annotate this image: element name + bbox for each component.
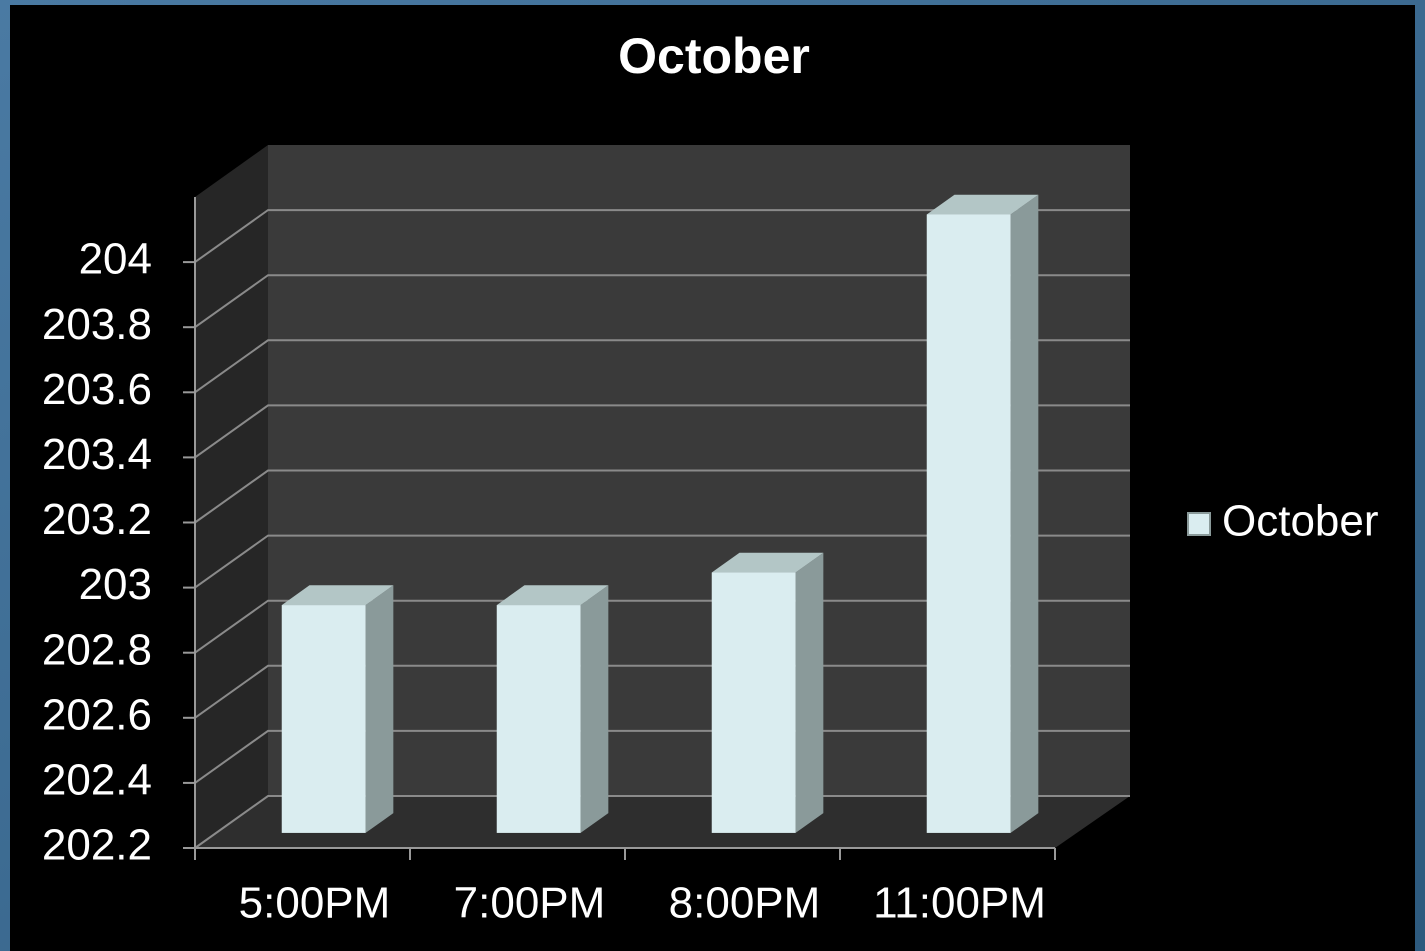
y-tick-label: 202.2	[42, 821, 152, 870]
grid-line	[194, 664, 1130, 719]
bar-side	[795, 552, 824, 833]
bar	[281, 605, 366, 833]
bar-top	[711, 552, 824, 573]
x-tick-label: 5:00PM	[239, 879, 391, 928]
bar-side	[580, 585, 609, 833]
grid-line	[194, 534, 1130, 589]
bar-side	[1010, 194, 1039, 833]
y-tick-label: 204	[79, 235, 152, 284]
bar	[926, 214, 1011, 833]
bar-top	[281, 585, 394, 606]
grid-line	[194, 209, 1130, 263]
y-tick-label: 203.6	[42, 365, 152, 414]
y-tick-label: 203.8	[42, 300, 152, 349]
y-tick-label: 202.8	[42, 625, 152, 674]
x-tick-label: 8:00PM	[669, 879, 821, 928]
bar	[496, 605, 581, 833]
bar	[711, 572, 796, 833]
legend-swatch	[1187, 512, 1211, 536]
floor	[195, 796, 1130, 848]
grid-line	[194, 339, 1130, 394]
grid-line	[194, 795, 1130, 849]
y-tick-label: 202.6	[42, 690, 152, 739]
y-tick-label: 203.2	[42, 495, 152, 544]
bar-top	[926, 194, 1039, 215]
grid-line	[194, 599, 1130, 654]
x-tick-label: 7:00PM	[454, 879, 606, 928]
y-tick-label: 203	[79, 560, 152, 609]
grid-line	[194, 404, 1130, 459]
legend-label: October	[1222, 497, 1379, 546]
y-tick-label: 203.4	[42, 430, 152, 479]
bar-side	[365, 585, 394, 833]
grid-line	[194, 729, 1130, 784]
x-tick-label: 11:00PM	[873, 879, 1046, 928]
grid-line	[194, 274, 1130, 329]
bar-top	[496, 585, 609, 606]
chart-title: October	[618, 28, 810, 84]
y-tick-label: 202.4	[42, 756, 152, 805]
grid-line	[194, 469, 1130, 524]
